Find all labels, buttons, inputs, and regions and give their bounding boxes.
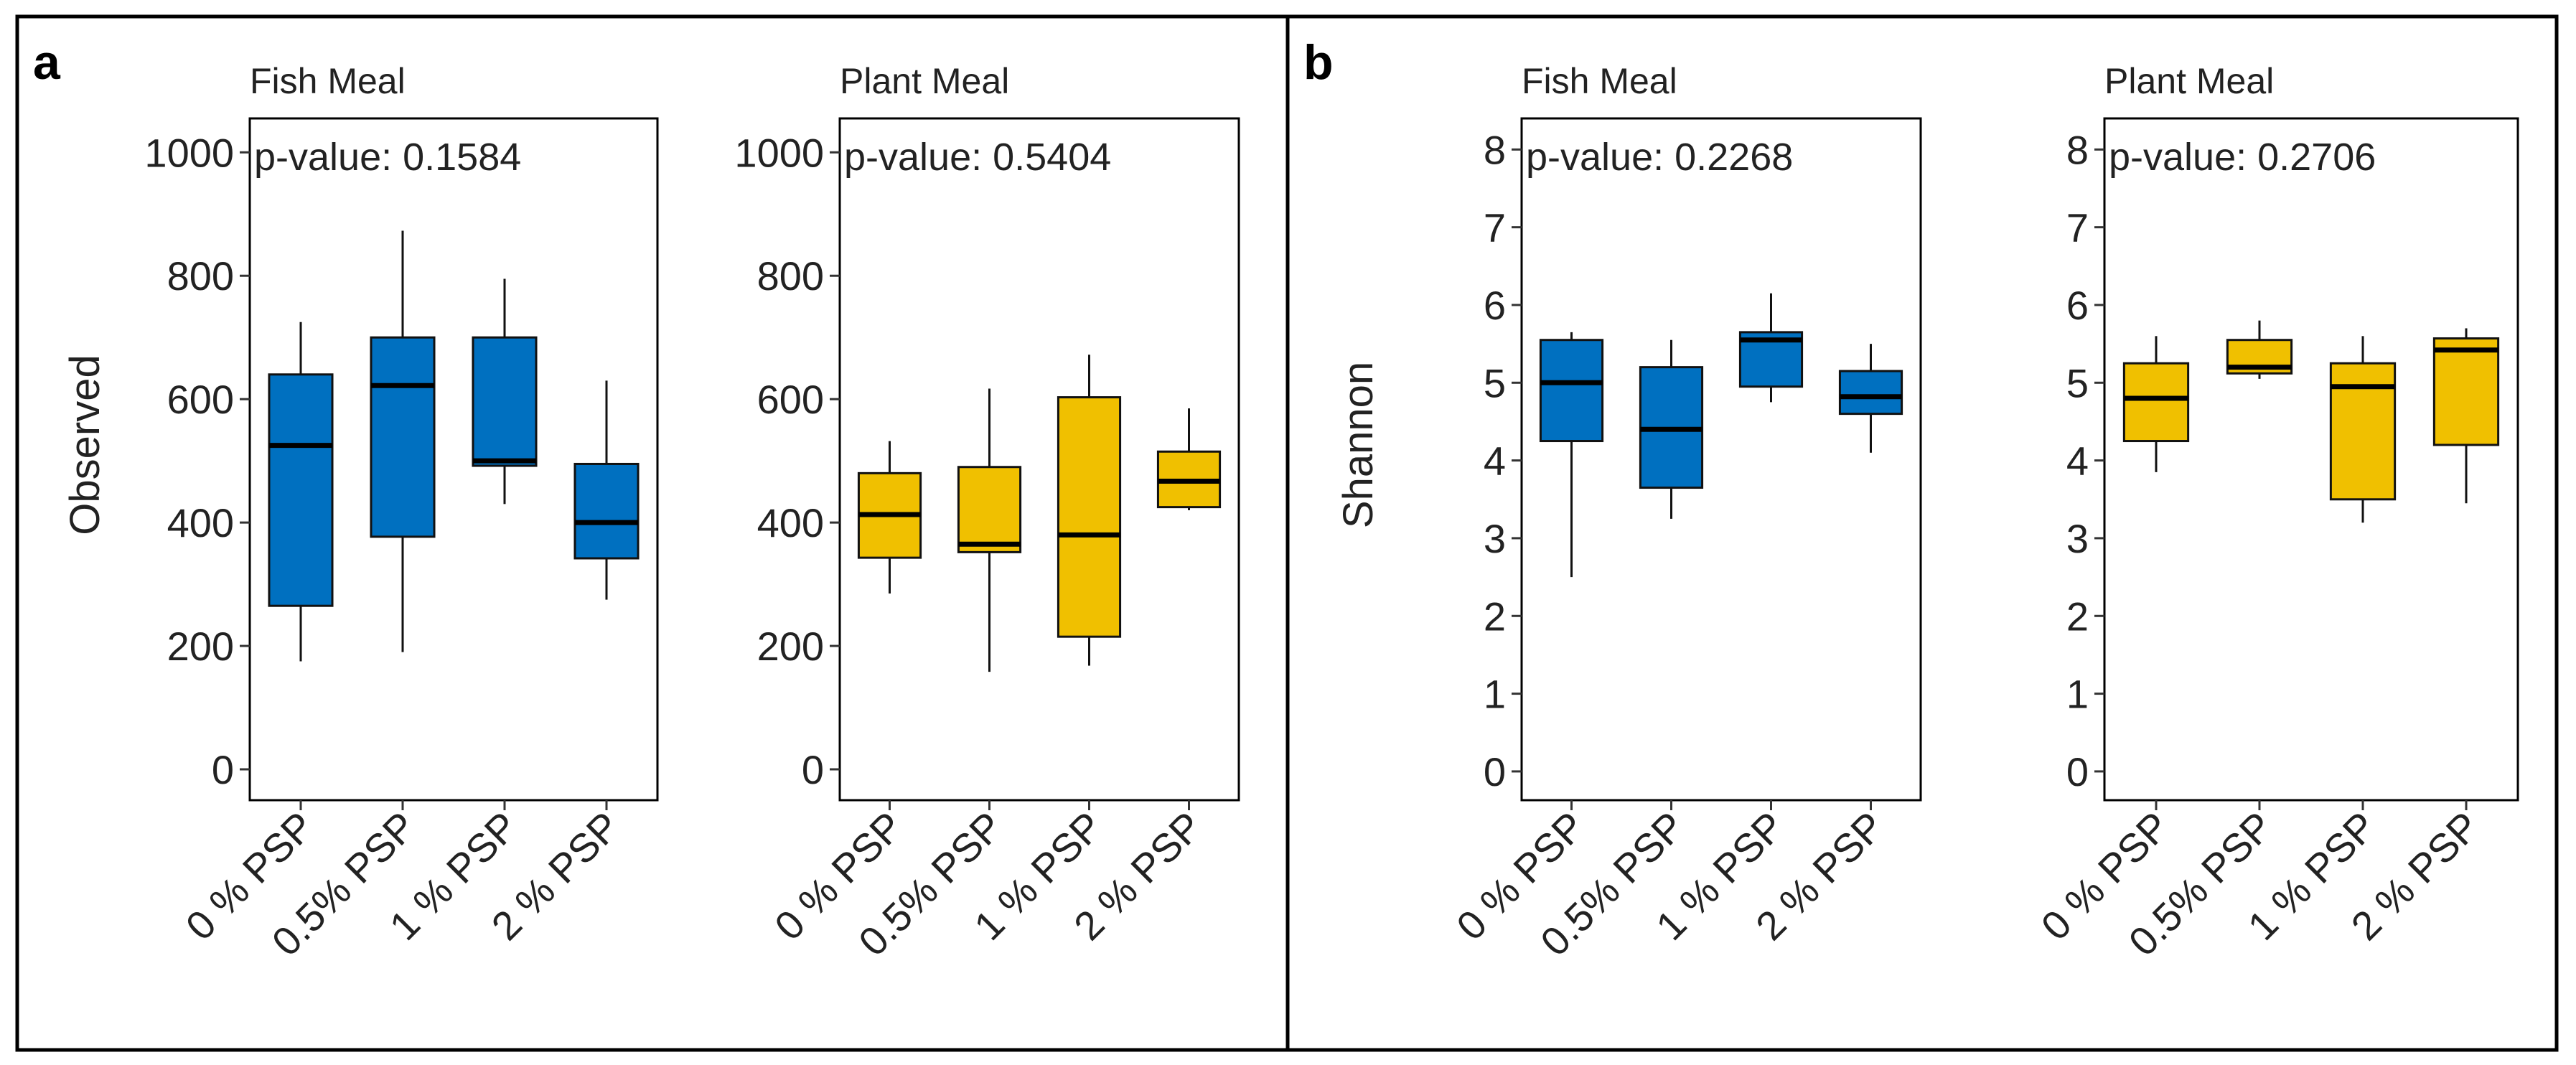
y-tick-label: 4 bbox=[1484, 438, 1506, 484]
y-tick-label: 0 bbox=[802, 747, 824, 792]
y-tick-label: 800 bbox=[167, 253, 234, 299]
y-tick-label: 1 bbox=[2066, 672, 2089, 717]
box-3 bbox=[472, 278, 538, 505]
box-2 bbox=[1639, 339, 1704, 519]
box-1 bbox=[1539, 332, 1604, 578]
box-4 bbox=[2432, 328, 2500, 504]
box-iqr bbox=[573, 462, 640, 560]
box-2 bbox=[370, 230, 436, 652]
y-tick-label: 600 bbox=[757, 377, 824, 422]
y-tick-label: 400 bbox=[757, 500, 824, 545]
y-tick-label: 5 bbox=[1484, 360, 1506, 405]
y-tick-label: 4 bbox=[2066, 438, 2089, 484]
y-tick-label: 400 bbox=[167, 500, 234, 545]
y-tick-label: 200 bbox=[167, 624, 234, 669]
box-iqr bbox=[2122, 362, 2190, 443]
facet-title: Plant Meal bbox=[2104, 61, 2274, 101]
y-tick-label: 3 bbox=[1484, 516, 1506, 561]
y-tick-label: 0 bbox=[212, 747, 234, 792]
p-value-annotation: p-value: 0.1584 bbox=[254, 136, 521, 179]
y-tick-label: 2 bbox=[2066, 594, 2089, 639]
y-tick-label: 6 bbox=[1484, 283, 1506, 328]
panel-b-frame bbox=[1285, 14, 2559, 1052]
box-iqr bbox=[2329, 362, 2397, 501]
box-3 bbox=[2329, 336, 2397, 523]
y-tick-label: 0 bbox=[1484, 749, 1506, 794]
box-1 bbox=[268, 322, 334, 662]
box-iqr bbox=[370, 336, 436, 538]
y-tick-label: 600 bbox=[167, 377, 234, 422]
p-value-annotation: p-value: 0.2706 bbox=[2109, 136, 2376, 179]
plot-frame bbox=[838, 117, 1240, 802]
box-4 bbox=[1838, 344, 1903, 453]
y-tick-label: 1000 bbox=[144, 130, 234, 175]
box-1 bbox=[857, 441, 922, 594]
box-iqr bbox=[1539, 339, 1604, 443]
box-2 bbox=[2226, 320, 2293, 379]
y-tick-label: 200 bbox=[757, 624, 824, 669]
y-tick-label: 0 bbox=[2066, 749, 2089, 794]
box-3 bbox=[1057, 355, 1122, 666]
y-tick-label: 1 bbox=[1484, 672, 1506, 717]
y-tick-label: 3 bbox=[2066, 516, 2089, 561]
box-3 bbox=[1738, 293, 1804, 403]
panel-a-letter: a bbox=[33, 35, 61, 90]
plot-frame bbox=[248, 117, 659, 802]
plot-frame bbox=[2103, 117, 2519, 802]
y-tick-label: 1000 bbox=[734, 130, 824, 175]
facet-title: Plant Meal bbox=[840, 61, 1009, 101]
box-iqr bbox=[1057, 396, 1122, 638]
box-iqr bbox=[1838, 370, 1903, 416]
box-iqr bbox=[957, 466, 1022, 553]
y-tick-label: 800 bbox=[757, 253, 824, 299]
facet-a-fish-meal: Fish Meal 0 200 400 600 800 1000 p-value: 0.158… bbox=[144, 61, 659, 965]
y-tick-label: 7 bbox=[2066, 205, 2089, 250]
facet-title: Fish Meal bbox=[250, 61, 406, 101]
box-1 bbox=[2122, 336, 2190, 472]
panel-a-ylabel: Observed bbox=[62, 355, 108, 535]
y-tick-label: 7 bbox=[1484, 205, 1506, 250]
panel-b-ylabel: Shannon bbox=[1335, 362, 1382, 528]
panel-b-letter: b bbox=[1303, 35, 1334, 90]
y-tick-label: 5 bbox=[2066, 360, 2089, 405]
y-tick-label: 6 bbox=[2066, 283, 2089, 328]
box-iqr bbox=[268, 373, 334, 607]
box-iqr bbox=[2432, 337, 2500, 446]
box-2 bbox=[957, 388, 1022, 672]
box-4 bbox=[1156, 408, 1222, 510]
box-iqr bbox=[472, 336, 538, 467]
box-4 bbox=[573, 380, 640, 600]
p-value-annotation: p-value: 0.5404 bbox=[844, 136, 1111, 179]
facet-title: Fish Meal bbox=[1522, 61, 1677, 101]
y-tick-label: 8 bbox=[1484, 127, 1506, 172]
facet-a-plant-meal: Plant Meal 0 200 400 600 800 1000 p-value: 0.54… bbox=[734, 61, 1240, 965]
y-tick-label: 8 bbox=[2066, 127, 2089, 172]
y-tick-label: 2 bbox=[1484, 594, 1506, 639]
p-value-annotation: p-value: 0.2268 bbox=[1526, 136, 1793, 179]
plot-frame bbox=[1520, 117, 1922, 802]
